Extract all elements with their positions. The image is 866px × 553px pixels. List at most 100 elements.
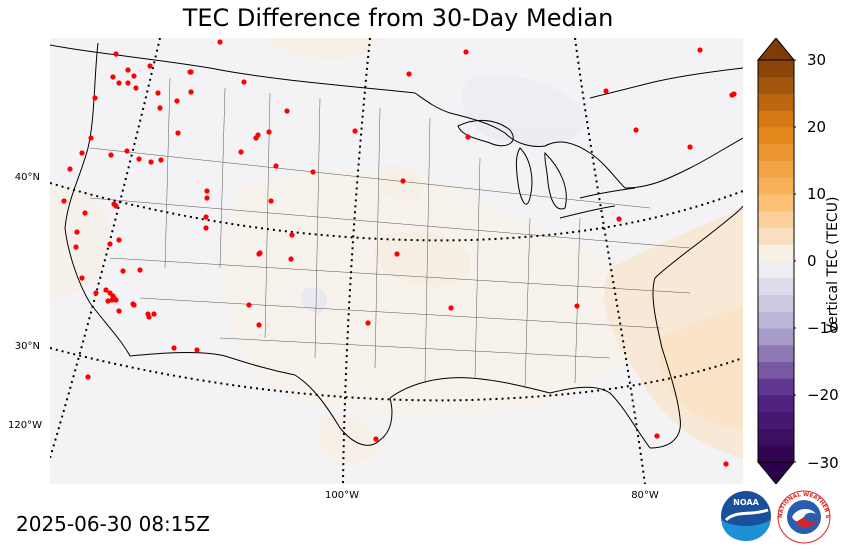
colorbar-band: [758, 428, 794, 446]
station-marker: [352, 128, 358, 134]
station-marker: [687, 144, 693, 150]
station-marker: [697, 47, 703, 53]
graticule: [50, 38, 743, 484]
station-marker: [116, 237, 122, 243]
tec-anomaly-fill: [50, 38, 743, 463]
colorbar-band: [758, 411, 794, 429]
map-title: TEC Difference from 30-Day Median: [182, 4, 614, 32]
station-marker: [124, 148, 130, 154]
station-marker: [133, 85, 139, 91]
station-marker: [158, 157, 164, 163]
colorbar-tick: −10: [807, 319, 839, 337]
colorbar-tick: −30: [807, 454, 839, 472]
station-marker: [151, 311, 157, 317]
station-marker: [574, 303, 580, 309]
station-marker: [288, 256, 294, 262]
station-marker: [654, 433, 660, 439]
station-marker: [465, 134, 471, 140]
station-marker: [310, 169, 316, 175]
station-marker: [463, 49, 469, 55]
station-marker: [400, 178, 406, 184]
station-marker: [157, 105, 163, 111]
colorbar-tick: 0: [807, 252, 817, 270]
colorbar-band: [758, 311, 794, 329]
colorbar-band: [758, 194, 794, 212]
station-marker: [146, 314, 152, 320]
station-marker: [175, 130, 181, 136]
station-marker: [256, 322, 262, 328]
colorbar-band: [758, 277, 794, 295]
station-marker: [266, 129, 272, 135]
colorbar-label: Vertical TEC (TECU): [825, 196, 841, 334]
station-marker: [79, 150, 85, 156]
station-marker: [603, 88, 609, 94]
colorbar-band: [758, 244, 794, 262]
station-marker: [284, 108, 290, 114]
state-borders: [89, 77, 691, 389]
station-marker: [268, 198, 274, 204]
station-marker: [147, 63, 153, 69]
station-marker: [73, 244, 79, 250]
svg-text:NOAA: NOAA: [733, 498, 759, 507]
station-marker: [448, 305, 454, 311]
station-marker: [241, 79, 247, 85]
station-marker: [113, 51, 119, 57]
lon-label-120w: 120°W: [8, 420, 42, 431]
station-marker: [723, 461, 729, 467]
colorbar-band: [758, 177, 794, 195]
station-marker: [204, 195, 210, 201]
station-marker: [111, 201, 117, 207]
colorbar-tick: 10: [807, 185, 827, 203]
station-marker: [171, 345, 177, 351]
station-marker: [137, 267, 143, 273]
colorbar-band: [758, 60, 794, 78]
colorbar-band: [758, 143, 794, 161]
station-marker: [136, 156, 142, 162]
station-marker: [67, 166, 73, 172]
colorbar-band: [758, 227, 794, 245]
station-marker: [406, 71, 412, 77]
station-marker: [373, 436, 379, 442]
colorbar-band: [758, 93, 794, 111]
station-marker: [85, 374, 91, 380]
station-marker: [92, 95, 98, 101]
colorbar-tick: 20: [807, 118, 827, 136]
station-marker: [116, 80, 122, 86]
station-marker: [125, 67, 131, 73]
colorbar-band: [758, 261, 794, 279]
station-marker: [203, 225, 209, 231]
lat-label-40n: 40°N: [14, 172, 40, 183]
agency-logos: NOAA NATIONAL WEATHER SERVICE: [716, 486, 834, 546]
station-marker: [365, 320, 371, 326]
station-marker: [203, 214, 209, 220]
station-marker: [107, 241, 113, 247]
station-marker: [116, 308, 122, 314]
timestamp: 2025-06-30 08:15Z: [16, 512, 210, 536]
lon-label-100w: 100°W: [325, 490, 359, 501]
station-marker: [125, 80, 131, 86]
colorbar-band: [758, 395, 794, 413]
lon-label-80w: 80°W: [631, 490, 659, 501]
coastlines: [50, 42, 743, 449]
station-marker: [273, 163, 279, 169]
colorbar-band: [758, 328, 794, 346]
station-markers: [61, 39, 737, 467]
station-marker: [188, 89, 194, 95]
station-marker: [103, 287, 109, 293]
station-marker: [289, 232, 295, 238]
station-marker: [79, 275, 85, 281]
lat-label-30n: 30°N: [14, 341, 40, 352]
colorbar-band: [758, 294, 794, 312]
colorbar-band: [758, 127, 794, 145]
station-marker: [246, 302, 252, 308]
station-marker: [238, 149, 244, 155]
station-marker: [74, 229, 80, 235]
station-marker: [148, 159, 154, 165]
station-marker: [731, 91, 737, 97]
colorbar-band: [758, 378, 794, 396]
station-marker: [174, 98, 180, 104]
station-marker: [633, 127, 639, 133]
station-marker: [105, 298, 111, 304]
tec-map: [50, 38, 743, 484]
colorbar-band: [758, 445, 794, 463]
